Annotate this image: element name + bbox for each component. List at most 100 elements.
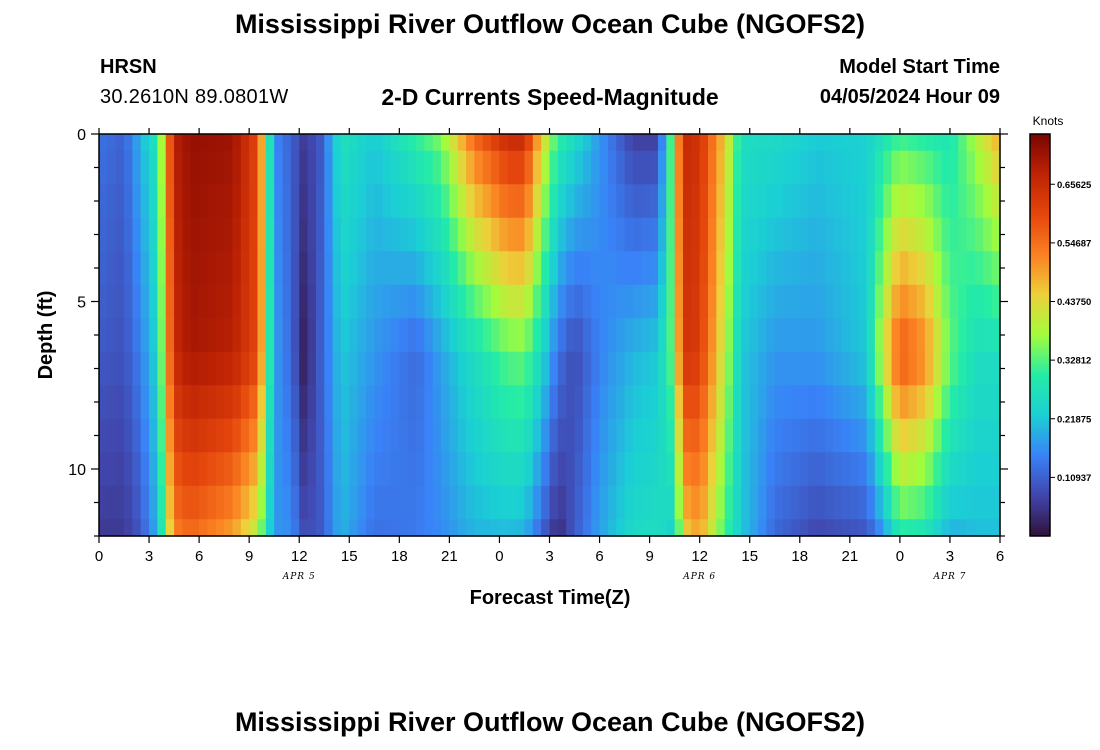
heatmap-cell [666,251,676,286]
heatmap-cell [424,519,434,537]
heatmap-cell [382,485,392,520]
heatmap-cell [674,385,684,420]
heatmap-cell [624,184,634,219]
heatmap-cell [124,318,133,353]
heatmap-cell [466,284,476,319]
heatmap-cell [541,184,551,219]
heatmap-cell [632,385,642,420]
heatmap-cell [657,452,667,487]
heatmap-cell [190,150,200,185]
heatmap-cell [274,217,284,252]
heatmap-cell [174,351,184,386]
heatmap-cell [524,418,534,453]
heatmap-cell [332,184,342,219]
heatmap-cell [99,251,108,286]
heatmap-cell [549,385,559,420]
heatmap-cell [599,217,609,252]
heatmap-cell [491,318,501,353]
heatmap-cell [157,452,167,487]
heatmap-cell [758,217,767,252]
heatmap-cell [149,452,158,487]
heatmap-cell [724,150,734,185]
heatmap-cell [866,150,876,185]
heatmap-cell [908,351,918,386]
heatmap-cell [357,134,367,152]
heatmap-cell [566,351,576,386]
heatmap-cell [491,284,501,319]
heatmap-cell [916,184,926,219]
heatmap-cell [499,385,509,420]
x-tick-label: 3 [545,548,553,565]
heatmap-cell [724,217,734,252]
heatmap-cell [299,284,309,319]
heatmap-cell [524,251,534,286]
heatmap-cell [207,284,217,319]
heatmap-cell [708,485,717,520]
heatmap-cell [332,251,342,286]
heatmap-cell [716,251,726,286]
heatmap-cell [774,452,784,487]
heatmap-cell [249,150,259,185]
heatmap-cell [190,284,200,319]
heatmap-cell [207,184,217,219]
heatmap-cell [941,217,951,252]
x-tick-label: 0 [896,548,904,565]
heatmap-cell [916,284,926,319]
heatmap-cell [799,217,809,252]
heatmap-cell [733,134,742,152]
heatmap-cell [891,284,901,319]
heatmap-cell [908,385,918,420]
heatmap-cell [457,217,467,252]
heatmap-cell [299,452,309,487]
heatmap-cell [99,284,108,319]
heatmap-cell [783,217,793,252]
heatmap-cell [966,150,976,185]
heatmap-cell [207,452,217,487]
heatmap-cell [549,217,559,252]
heatmap-cell [541,519,551,537]
x-tick-label: 21 [841,548,858,565]
heatmap-cell [966,519,976,537]
heatmap-cell [315,385,325,420]
heatmap-cell [657,418,667,453]
heatmap-cell [315,217,325,252]
heatmap-cell [616,385,626,420]
heatmap-cell [265,184,275,219]
heatmap-cell [365,217,375,252]
heatmap-cell [924,351,934,386]
heatmap-cell [849,519,859,537]
heatmap-cell [474,251,484,286]
heatmap-cell [991,134,1001,152]
heatmap-cell [916,385,926,420]
heatmap-cell [783,184,793,219]
heatmap-cell [666,485,676,520]
heatmap-cell [299,418,309,453]
heatmap-cell [607,385,617,420]
heatmap-cell [958,519,968,537]
heatmap-cell [916,217,926,252]
heatmap-cell [974,217,984,252]
heatmap-cell [657,351,667,386]
heatmap-cell [174,150,184,185]
heatmap-cell [574,418,584,453]
heatmap-cell [799,485,809,520]
heatmap-cell [916,418,926,453]
heatmap-cell [549,184,559,219]
heatmap-cell [958,284,968,319]
heatmap-cell [866,184,876,219]
heatmap-cell [657,251,667,286]
heatmap-cell [390,485,400,520]
heatmap-cell [457,485,467,520]
heatmap-cell [708,385,717,420]
heatmap-cell [974,150,984,185]
heatmap-cell [833,318,843,353]
heatmap-cell [424,452,434,487]
heatmap-cell [524,351,534,386]
heatmap-cell [816,485,826,520]
heatmap-cell [482,385,492,420]
heatmap-cell [574,134,584,152]
heatmap-cell [749,150,759,185]
heatmap-cell [390,452,400,487]
heatmap-cell [691,485,701,520]
heatmap-cell [716,318,726,353]
